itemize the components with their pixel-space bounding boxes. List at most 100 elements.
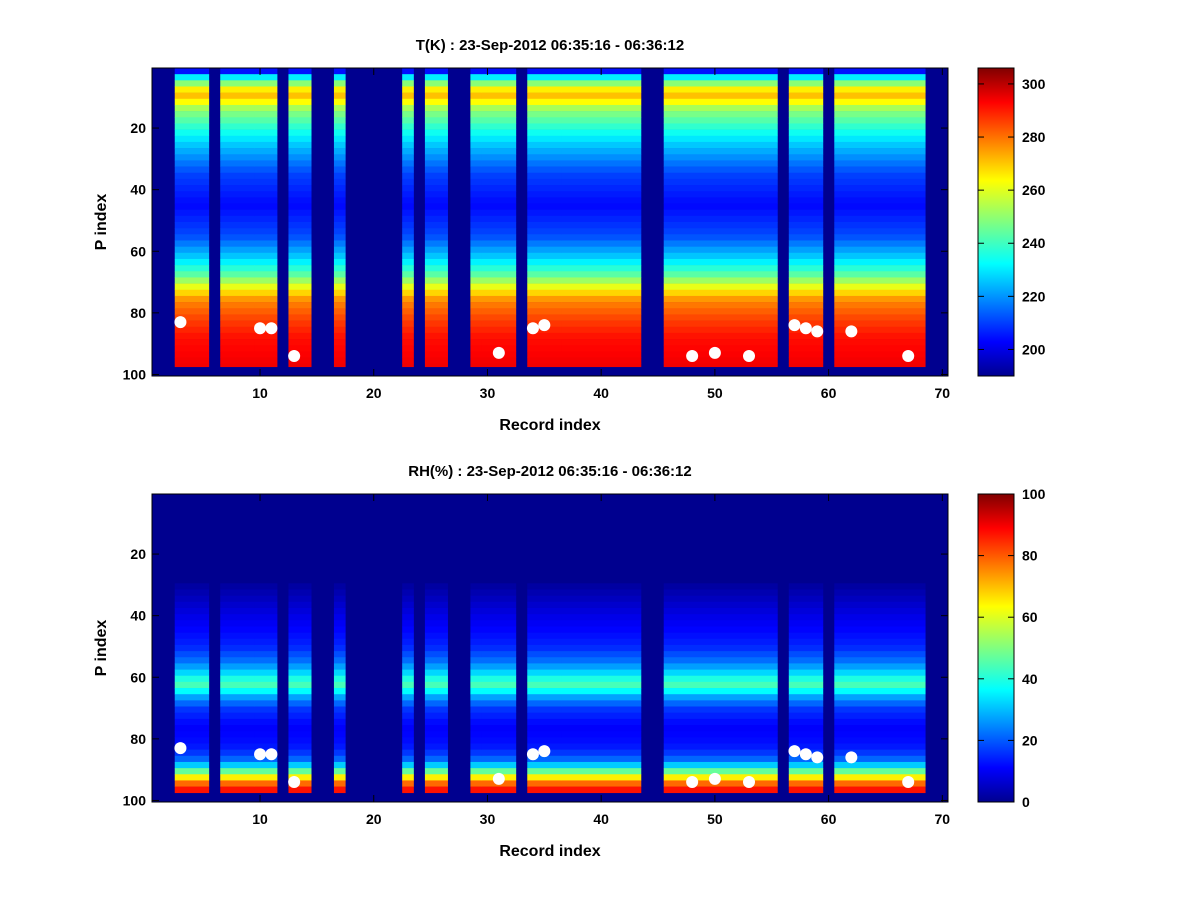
heatmap-cell [402,246,414,254]
heatmap-cell [174,657,210,664]
heatmap-cell [333,117,346,124]
heatmap-cell [527,86,562,93]
heatmap-cell [663,700,778,707]
heatmap-cell [470,80,483,87]
heatmap-cell [424,363,448,368]
heatmap-cell [561,351,642,358]
heatmap-cell [788,737,824,744]
heatmap-cell [288,638,312,646]
heatmap-cell [254,780,278,787]
heatmap-cell [481,289,517,297]
heatmap-cell [481,768,517,775]
record-column [561,68,642,368]
heatmap-cell [424,166,448,174]
heatmap-cell [402,614,414,621]
heatmap-cell [527,123,562,130]
heatmap-cell [288,111,312,118]
heatmap-cell [470,92,483,100]
heatmap-cell [333,283,346,291]
heatmap-cell [333,786,346,794]
heatmap-cell [561,638,642,646]
heatmap-cell [834,154,926,161]
heatmap-cell [288,675,312,683]
heatmap-cell [220,589,255,596]
marker-point [708,346,721,359]
marker-point [845,325,858,338]
heatmap-cell [481,706,517,713]
heatmap-cell [333,345,346,352]
heatmap-cell [788,786,824,794]
heatmap-cell [470,252,483,260]
heatmap-cell [220,681,255,689]
heatmap-cell [333,351,346,358]
heatmap-cell [174,92,210,100]
heatmap-cell [481,234,517,241]
heatmap-cell [220,98,255,106]
heatmap-cell [333,277,346,284]
heatmap-cell [527,786,562,794]
heatmap-cell [424,111,448,118]
heatmap-cell [288,595,312,603]
heatmap-cell [561,626,642,633]
heatmap-cell [333,607,346,615]
heatmap-cell [174,700,210,707]
heatmap-cell [333,339,346,346]
x-tick-label: 30 [480,385,496,401]
heatmap-cell [174,694,210,701]
heatmap-cell [424,191,448,198]
heatmap-cell [254,694,278,701]
heatmap-cell [220,607,255,615]
heatmap-cell [561,86,642,93]
heatmap-cell [470,345,483,352]
heatmap-cell [402,595,414,603]
heatmap-cell [333,357,346,364]
heatmap-cell [481,271,517,278]
heatmap-cell [333,74,346,81]
heatmap-cell [174,209,210,217]
heatmap-cell [333,749,346,757]
heatmap-cell [561,663,642,670]
heatmap-cell [561,657,642,664]
heatmap-cell [333,246,346,254]
heatmap-cell [527,737,562,744]
heatmap-cell [663,197,778,204]
heatmap-cell [788,86,824,93]
heatmap-cell [834,632,926,640]
heatmap-cell [527,277,562,284]
heatmap-cell [424,148,448,155]
heatmap-cell [220,111,255,118]
heatmap-cell [174,363,210,368]
heatmap-cell [663,632,778,640]
heatmap-cell [424,669,448,677]
heatmap-cell [470,675,483,683]
heatmap-cell [834,768,926,775]
heatmap-cell [220,172,255,180]
heatmap-cell [174,681,210,689]
heatmap-cell [424,314,448,321]
heatmap-cell [481,129,517,137]
heatmap-cell [663,694,778,701]
heatmap-cell [220,92,255,100]
heatmap-cell [527,614,562,621]
heatmap-cell [288,86,312,93]
heatmap-cell [834,80,926,87]
heatmap-cell [174,117,210,124]
heatmap-cell [402,780,414,787]
marker-point [288,349,301,362]
heatmap-cell [254,725,278,732]
heatmap-cell [834,700,926,707]
heatmap-cell [254,351,278,358]
heatmap-cell [561,240,642,247]
heatmap-cell [788,283,824,291]
heatmap-cell [402,234,414,241]
heatmap-cell [561,215,642,223]
heatmap-cell [481,749,517,757]
heatmap-cell [254,786,278,794]
heatmap-cell [402,768,414,775]
heatmap-cell [220,768,255,775]
heatmap-cell [561,123,642,130]
heatmap-cell [663,725,778,732]
heatmap-cell [481,172,517,180]
heatmap-cell [834,583,926,590]
heatmap-cell [333,154,346,161]
